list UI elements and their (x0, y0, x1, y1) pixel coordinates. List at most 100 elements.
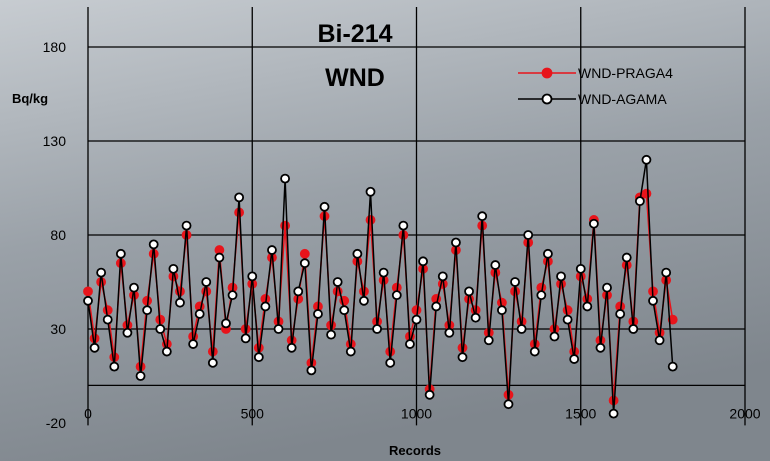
data-point (608, 408, 619, 419)
data-point (280, 173, 291, 184)
y-tick-label: 130 (43, 133, 67, 149)
data-point (536, 290, 547, 301)
data-point (299, 258, 310, 269)
data-point (221, 318, 231, 329)
data-point (188, 339, 199, 349)
data-point (161, 346, 172, 357)
data-point (595, 342, 606, 353)
y-tick-label: 180 (43, 39, 67, 55)
data-point (477, 211, 488, 222)
data-point (543, 248, 553, 259)
data-point (464, 286, 474, 297)
data-point (562, 305, 573, 316)
data-point (424, 389, 435, 400)
data-point (437, 271, 448, 282)
data-point (385, 357, 396, 368)
legend-label: WND-PRAGA4 (578, 65, 673, 81)
data-point (122, 327, 133, 338)
data-point (227, 290, 238, 301)
data-point (628, 324, 639, 334)
data-point (641, 188, 652, 199)
data-point (497, 305, 507, 316)
data-point (529, 346, 540, 357)
data-point (352, 248, 363, 259)
data-point (556, 271, 566, 282)
data-point (214, 252, 225, 263)
data-point (582, 301, 593, 312)
legend-label: WND-AGAMA (578, 91, 667, 107)
data-point (293, 286, 304, 297)
data-point (102, 314, 113, 325)
data-point (641, 154, 652, 165)
data-point (286, 342, 297, 353)
legend-marker (541, 93, 553, 105)
data-point (306, 365, 317, 376)
data-point (431, 301, 442, 312)
data-point (135, 371, 146, 381)
y-tick-label: -20 (46, 415, 66, 431)
data-point (181, 220, 192, 231)
data-point (240, 333, 251, 344)
data-point (516, 324, 527, 334)
data-point (654, 335, 665, 346)
data-point (621, 252, 632, 263)
data-point (332, 277, 343, 287)
data-point (345, 346, 356, 357)
data-point (89, 342, 100, 353)
data-point (148, 239, 159, 250)
data-point (457, 352, 468, 363)
data-point (115, 248, 126, 259)
data-point (398, 220, 409, 231)
data-point (378, 267, 389, 278)
data-point (207, 357, 218, 368)
data-point (602, 282, 612, 293)
data-point (234, 192, 245, 203)
data-point (83, 286, 93, 297)
data-point (510, 277, 520, 287)
data-point (648, 295, 658, 306)
data-point (365, 215, 376, 225)
data-point (667, 361, 678, 372)
data-point (634, 196, 645, 207)
data-point (326, 329, 336, 340)
chart-subtitle: WND (325, 64, 385, 92)
data-point (549, 331, 560, 342)
data-point (451, 237, 461, 248)
data-point (102, 305, 113, 316)
data-point (299, 248, 310, 259)
data-point (523, 230, 534, 240)
data-point (588, 218, 599, 229)
data-point (405, 339, 415, 349)
data-point (273, 324, 284, 334)
data-point (267, 245, 277, 255)
data-point (470, 312, 481, 323)
data-point (319, 201, 330, 212)
data-point (562, 314, 573, 325)
data-point (444, 327, 455, 338)
data-point (359, 295, 369, 306)
chart-title: Bi-214 (317, 20, 392, 48)
y-tick-label: 80 (50, 227, 66, 243)
series-line (87, 159, 674, 414)
data-point (615, 309, 626, 319)
data-point (83, 295, 93, 306)
data-point (313, 309, 323, 319)
data-point (109, 361, 120, 372)
data-point (503, 399, 514, 410)
data-point (155, 324, 166, 334)
data-point (365, 186, 376, 197)
y-axis-label: Bq/kg (12, 91, 48, 106)
data-point (175, 297, 185, 308)
data-point (96, 267, 107, 278)
data-point (411, 314, 422, 325)
data-point (129, 282, 139, 293)
data-point (194, 309, 205, 319)
data-point (339, 305, 350, 316)
data-point (569, 354, 580, 364)
data-point (247, 271, 258, 282)
data-point (575, 263, 586, 274)
data-point (490, 260, 501, 270)
data-point (483, 335, 494, 346)
